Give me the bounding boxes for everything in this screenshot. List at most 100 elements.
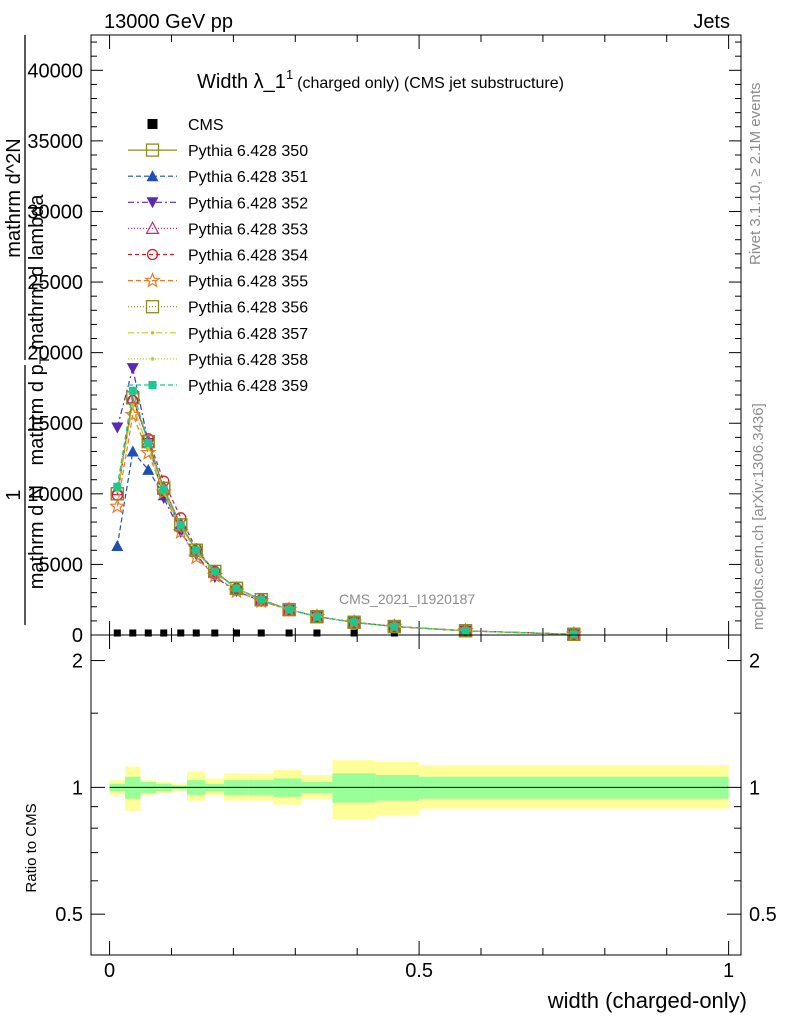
series-10 xyxy=(113,386,578,639)
energy-label: 13000 GeV pp xyxy=(104,11,233,33)
data-point xyxy=(126,363,139,375)
data-point xyxy=(285,605,294,614)
legend-label: Pythia 6.428 356 xyxy=(188,300,308,317)
ratio-ytick-label: 2 xyxy=(72,651,83,673)
ratio-xtick-label: 0 xyxy=(104,960,115,982)
series-2 xyxy=(111,445,580,640)
series-line xyxy=(116,390,574,635)
data-point xyxy=(257,629,265,637)
ratio-y-label: Ratio to CMS xyxy=(23,803,40,892)
y-label-denominator-1: mathrm d N xyxy=(26,485,48,589)
main-ytick-label: 0 xyxy=(72,625,83,647)
data-point xyxy=(311,610,323,623)
process-label: Jets xyxy=(693,11,730,33)
legend-marker xyxy=(150,357,155,361)
data-point xyxy=(139,444,157,460)
main-y-label: 1 mathrm d N mathrm d^2N mathrm d pT mat… xyxy=(3,35,52,625)
y-label-numerator-2: mathrm d^2N xyxy=(3,138,25,257)
data-point xyxy=(155,483,173,500)
data-point xyxy=(192,546,201,555)
legend-item: Pythia 6.428 352 xyxy=(128,195,308,212)
legend-label: Pythia 6.428 358 xyxy=(188,352,308,369)
main-ytick-label: 40000 xyxy=(27,60,83,82)
legend-label: Pythia 6.428 355 xyxy=(188,274,308,291)
data-point xyxy=(111,540,124,552)
data-point xyxy=(285,629,293,637)
y-label-den2-pre: mathrm d p xyxy=(26,364,48,465)
main-axis-ticks: 0 5000 10000 15000 20000 25000 30000 35000 40000 xyxy=(27,35,741,647)
ratio-plot-frame xyxy=(90,634,742,956)
data-point xyxy=(176,520,185,529)
data-point xyxy=(312,612,321,621)
data-point xyxy=(257,595,266,604)
data-point xyxy=(232,629,240,637)
data-point xyxy=(144,439,153,447)
y-label-den2-post: mathrm d lambda xyxy=(26,194,48,356)
data-point xyxy=(177,629,185,637)
legend-label: Pythia 6.428 352 xyxy=(188,195,308,212)
ratio-ytick-label: 0.5 xyxy=(55,904,83,926)
data-point xyxy=(283,603,295,616)
data-point xyxy=(211,629,219,637)
x-axis-label: width (charged-only) xyxy=(547,988,747,1013)
main-ytick-label: 25000 xyxy=(27,272,83,294)
data-point xyxy=(109,497,126,514)
data-point xyxy=(144,629,152,637)
legend-marker xyxy=(145,300,160,314)
data-point xyxy=(206,567,224,583)
data-point xyxy=(174,518,188,532)
y-label-numerator-1: 1 xyxy=(3,489,25,500)
data-point xyxy=(461,626,470,635)
data-point xyxy=(113,629,121,637)
legend-label: Pythia 6.428 354 xyxy=(188,248,308,265)
legend-item: Pythia 6.428 358 xyxy=(128,352,308,369)
data-point xyxy=(229,581,244,596)
data-point xyxy=(130,404,135,409)
ratio-ytick-label: 1 xyxy=(72,777,83,799)
main-ytick-label: 30000 xyxy=(27,201,83,223)
legend-marker xyxy=(144,271,161,288)
legend-marker xyxy=(150,331,155,335)
data-point xyxy=(160,629,168,637)
data-point xyxy=(129,629,137,637)
data-point xyxy=(254,593,268,607)
plot-title-sub: (charged only) (CMS jet substructure) xyxy=(297,75,564,92)
main-ytick-label: 10000 xyxy=(27,484,83,506)
data-point xyxy=(210,567,219,576)
data-point xyxy=(192,629,200,637)
y-label-den2-sub: T xyxy=(36,355,52,364)
data-point xyxy=(188,548,205,565)
data-point xyxy=(252,592,270,609)
data-point xyxy=(142,463,155,475)
legend-label: Pythia 6.428 359 xyxy=(188,378,308,395)
legend-marker xyxy=(145,221,160,234)
legend-item: Pythia 6.428 359 xyxy=(128,378,308,395)
legend-marker xyxy=(148,381,157,389)
legend-marker xyxy=(147,119,158,129)
main-ytick-label: 35000 xyxy=(27,131,83,153)
data-point xyxy=(350,618,359,627)
ratio-ytick-label-right: 1 xyxy=(749,777,760,799)
plot-title-sup: 1 xyxy=(286,67,293,82)
legend-item: CMS xyxy=(147,117,224,134)
legend-label: Pythia 6.428 357 xyxy=(188,326,308,343)
ratio-axis-ticks: 0.5 0.5 1 1 2 2 0 0.5 1 xyxy=(55,635,777,982)
data-point xyxy=(569,630,578,639)
legend-item: Pythia 6.428 353 xyxy=(128,221,308,238)
legend-marker xyxy=(146,248,159,261)
ratio-bands-layer xyxy=(109,760,729,820)
legend-marker xyxy=(146,197,159,209)
main-ytick-label: 15000 xyxy=(27,413,83,435)
data-point xyxy=(189,543,203,557)
data-point xyxy=(124,406,141,422)
plot-title: Width λ_11 (charged only) (CMS jet substr… xyxy=(197,67,564,93)
data-point xyxy=(232,584,241,593)
ratio-xtick-label: 0.5 xyxy=(405,960,433,982)
data-point xyxy=(113,482,122,491)
ratio-xtick-label: 1 xyxy=(723,960,734,982)
data-point xyxy=(282,602,296,617)
data-point xyxy=(347,615,361,629)
ratio-ytick-label-right: 2 xyxy=(749,651,760,673)
data-point xyxy=(350,629,358,637)
